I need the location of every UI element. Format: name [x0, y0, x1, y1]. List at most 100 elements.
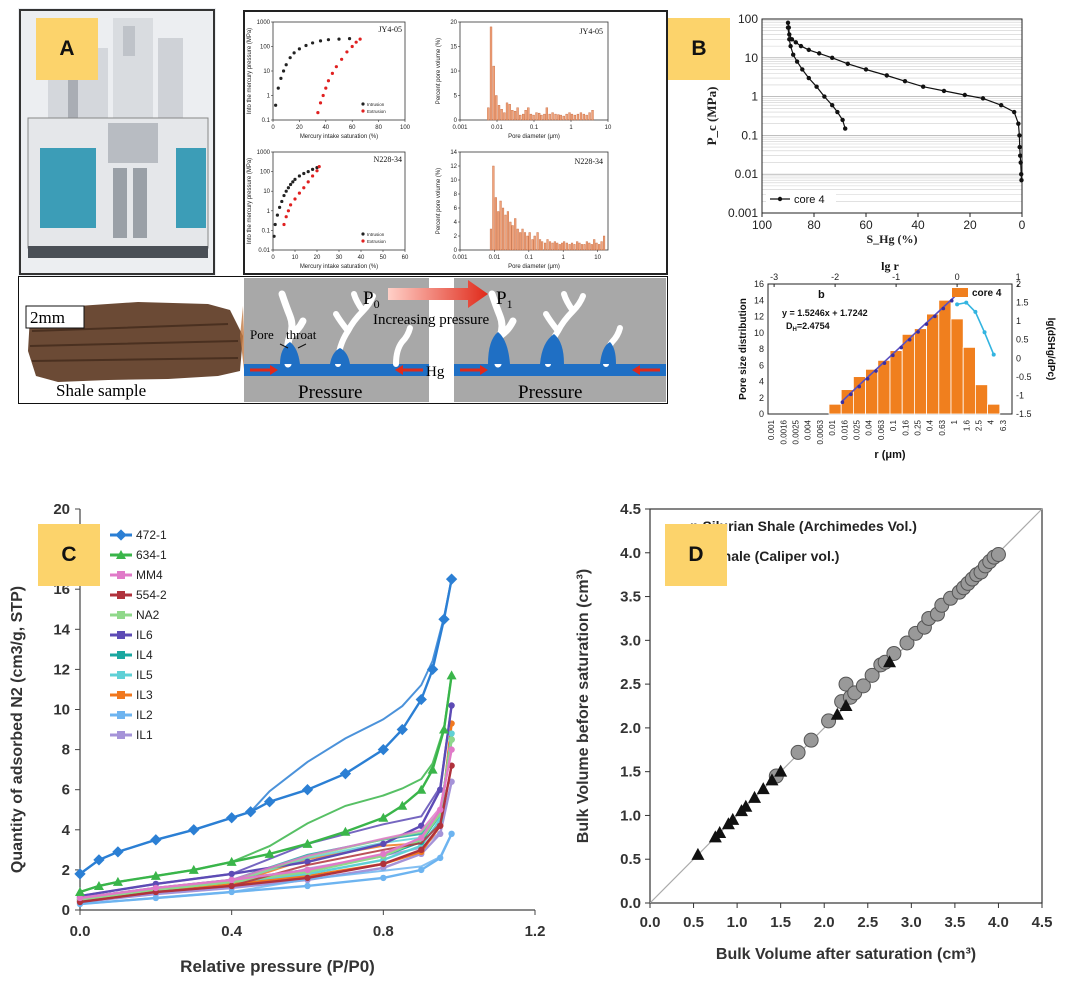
isotherm-marker: [437, 830, 444, 838]
intrusion-point: [311, 167, 315, 171]
isotherm-marker: [448, 830, 455, 838]
plot-frame: [272, 21, 406, 121]
psd-bar: [529, 113, 533, 121]
mercury-intrusion-schematic: 2mm Shale sample P0 P1 Increasing pressu…: [18, 276, 668, 404]
extrusion-point: [340, 57, 344, 61]
caliper-point: [839, 699, 853, 711]
psd-bar: [522, 113, 525, 121]
capillary-point: [791, 52, 796, 57]
psd-bar: [544, 242, 547, 251]
psd-bar: [562, 115, 565, 121]
intrusion-point: [347, 37, 352, 41]
extrusion-point: [282, 222, 286, 227]
x-tick-label: 20: [314, 255, 321, 261]
archimedes-point: [864, 667, 880, 683]
intrusion-point: [279, 76, 283, 80]
psd-bar: [516, 228, 519, 251]
pressure-label-right: Pressure: [518, 382, 582, 403]
isotherm-marker: [152, 884, 160, 892]
capillary-point: [814, 84, 819, 89]
top-tick-label: 0: [955, 272, 960, 282]
legend-label: core 4: [794, 194, 825, 206]
capillary-point: [1017, 153, 1023, 158]
y-tick-label: 1: [751, 90, 758, 104]
legend-marker: [117, 611, 125, 619]
x-tick-label: 0: [271, 255, 275, 261]
y-tick-label: 5: [454, 94, 458, 100]
psd-bar: [532, 114, 535, 121]
psd-bar: [582, 113, 586, 121]
fit-point: [907, 337, 912, 342]
caliper-point: [830, 707, 844, 720]
legend-marker: [117, 571, 125, 579]
fractal-dimension-subscript: H: [793, 327, 797, 333]
y2-tick-label: 0.5: [1016, 335, 1029, 345]
y-tick-label: 4: [759, 377, 764, 387]
x-tick-label: 0.016: [840, 419, 849, 440]
y-tick-label: 0.01: [258, 248, 270, 254]
top-tick-label: -3: [770, 272, 778, 282]
extrusion-point: [317, 164, 321, 169]
isotherm-marker: [418, 866, 425, 874]
y-tick-label: 1.0: [620, 807, 641, 824]
psd-bar: [495, 95, 498, 121]
x-tick-label: 60: [859, 218, 873, 232]
intrusion-point: [276, 86, 280, 90]
y-tick-label: 12: [53, 661, 70, 678]
capillary-point: [962, 92, 967, 98]
isotherm-marker: [339, 768, 352, 780]
isotherm-marker: [152, 894, 160, 902]
psd-bar: [570, 242, 574, 251]
psd-bar: [926, 313, 940, 415]
caliper-point: [774, 764, 788, 777]
isotherm-marker: [244, 806, 257, 818]
capillary-point: [830, 55, 835, 60]
extrusion-point: [330, 71, 334, 75]
x-tick-label: 4: [987, 419, 996, 424]
psd-bar: [536, 232, 539, 251]
psd-bar: [524, 109, 527, 121]
y-tick-label: 12: [754, 312, 764, 322]
isotherm-marker: [112, 846, 124, 858]
y-tick-label: 6: [62, 782, 70, 799]
legend-marker: [116, 550, 126, 559]
chart-title: JY4-05: [579, 27, 603, 36]
fit-point: [849, 392, 853, 397]
y-tick-label: 1.5: [620, 764, 641, 781]
legend-swatch: [952, 288, 968, 297]
isotherm-marker: [188, 864, 199, 874]
psd-bar: [521, 228, 524, 251]
y-tick-label: 2.5: [620, 676, 641, 693]
extrusion-point: [334, 65, 338, 69]
psd-bar: [585, 241, 588, 251]
y-tick-label: 0: [454, 118, 458, 124]
y-tick-label: 10: [53, 702, 70, 719]
psd-bar: [901, 333, 915, 415]
isotherm-marker: [340, 826, 351, 836]
x-tick-label: 3.5: [944, 914, 965, 931]
x-tick-label: 1.5: [770, 914, 791, 931]
isotherm-marker: [264, 848, 275, 858]
legend-label: IL2: [136, 708, 153, 722]
x-tick-label: 100: [400, 125, 411, 131]
psd-bar: [865, 368, 879, 415]
legend-label: Intrusion: [367, 102, 385, 107]
fractal-dimension: DH=2.4754: [786, 321, 830, 333]
chart-capillary-pressure: 100 80 60 40 20 0 0.001 0.01 0.1 1 10 100 S_Hg (%) P_…: [704, 12, 1026, 246]
x-tick-label: 1.2: [525, 923, 546, 940]
psd-bar: [962, 346, 976, 415]
y-tick-label: 10: [450, 178, 457, 184]
psd-bar: [499, 200, 502, 251]
psd-bar: [540, 114, 543, 121]
intrusion-point: [289, 182, 293, 187]
isotherm-marker: [150, 834, 162, 846]
legend-label: IL6: [136, 628, 153, 642]
fit-point: [924, 322, 929, 326]
psd-bar: [913, 328, 927, 415]
psd-bar: [570, 113, 574, 121]
intrusion-point: [282, 193, 286, 198]
capillary-point: [1019, 172, 1024, 177]
fit-point: [840, 400, 845, 404]
archimedes-point: [855, 678, 871, 694]
chart-bulk-volume: 0.0 0.5 1.0 1.5 2.0 2.5 3.0 3.5 4.0 4.5 0.0 0.5 1.0 1…: [575, 501, 1052, 963]
